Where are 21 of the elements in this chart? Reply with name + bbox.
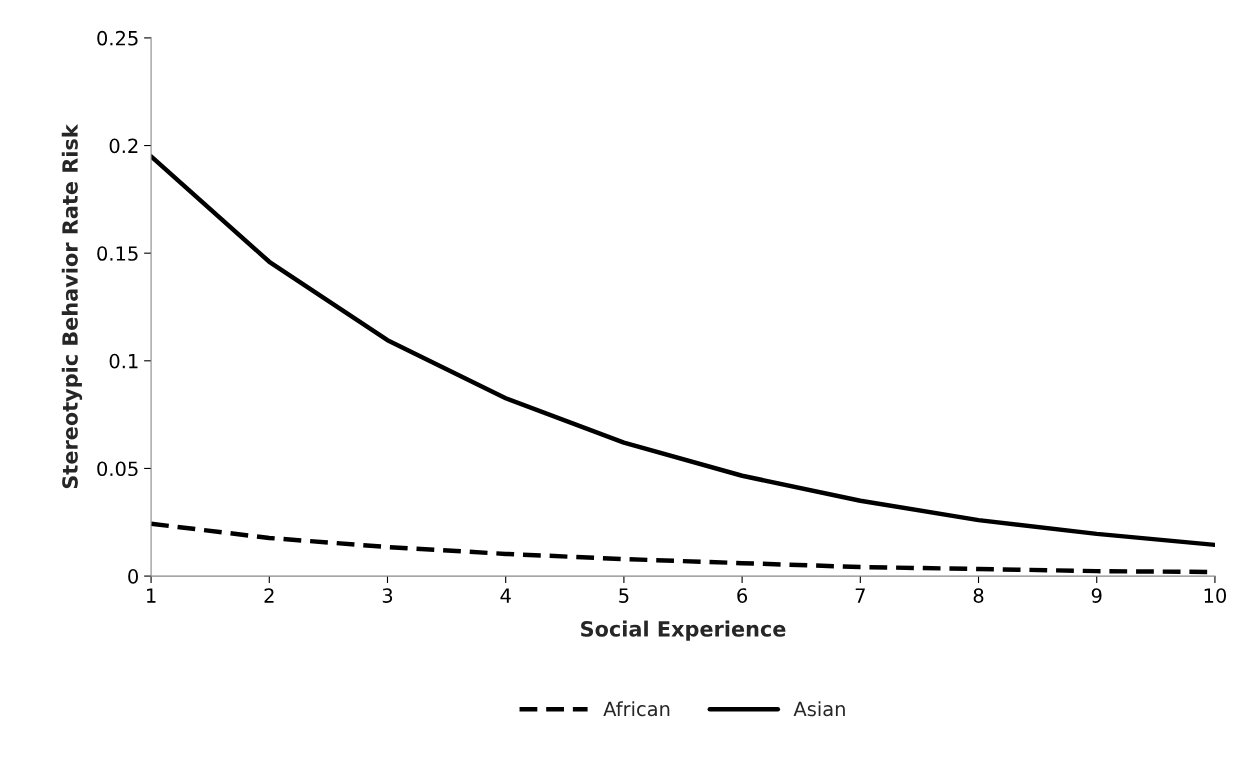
y-tick-label: 0 (128, 569, 138, 584)
x-tick-label: 2 (264, 588, 274, 603)
x-tick-label: 5 (619, 588, 629, 603)
y-tick-label: 0.05 (97, 461, 138, 477)
x-axis-title: Social Experience (581, 620, 786, 641)
x-tick-label: 7 (855, 588, 865, 603)
y-axis-title: Stereotypic Behavior Rate Risk (61, 123, 83, 489)
legend-label: African (603, 701, 670, 717)
y-tick-label: 0.1 (109, 353, 138, 369)
y-tick-label: 0.25 (97, 30, 138, 46)
x-tick-label: 3 (382, 588, 393, 603)
y-tick-label: 0.2 (109, 138, 138, 154)
x-tick-label: 1 (147, 588, 156, 603)
x-tick-label: 6 (737, 588, 748, 603)
line-series (151, 154, 1215, 548)
legend-label: Asian (793, 701, 845, 717)
x-tick-label: 8 (973, 588, 984, 603)
y-tick-label: 0.15 (97, 246, 138, 261)
x-tick-label: 4 (500, 588, 511, 603)
x-tick-label: 10 (1204, 588, 1227, 603)
x-tick-label: 9 (1091, 588, 1102, 603)
